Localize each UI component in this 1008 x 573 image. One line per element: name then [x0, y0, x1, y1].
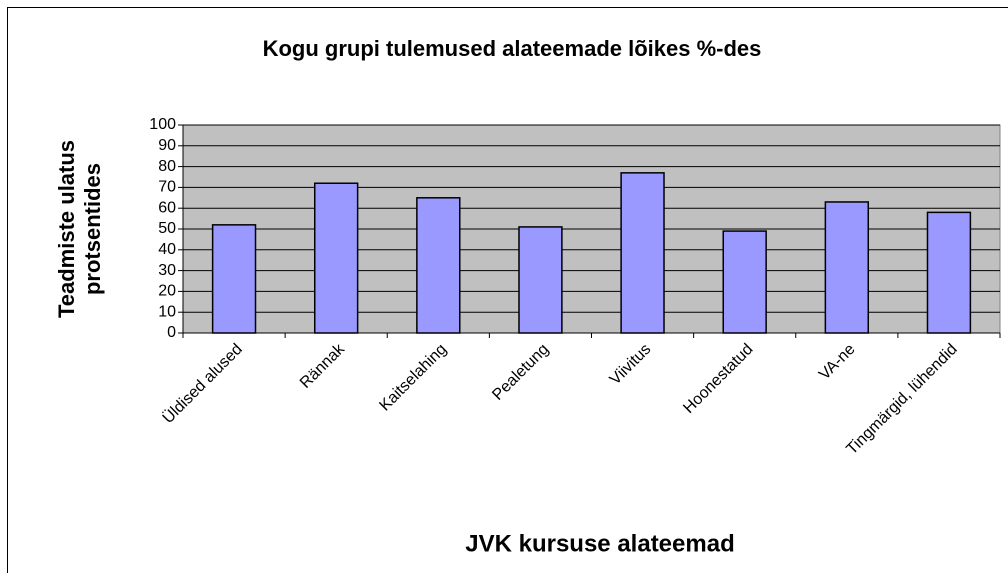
- y-tick-label: 50: [158, 220, 176, 237]
- y-tick-label: 20: [158, 283, 176, 300]
- bar: [211, 224, 257, 334]
- bar: [518, 226, 563, 334]
- x-axis-title: JVK kursuse alateemad: [465, 530, 734, 557]
- y-axis-title: Teadmiste ulatus: [54, 140, 79, 318]
- bar: [620, 172, 665, 334]
- y-tick-label: 100: [149, 116, 176, 133]
- bar: [926, 211, 972, 334]
- bar: [722, 230, 767, 334]
- bar: [416, 197, 461, 334]
- y-tick-label: 10: [158, 303, 176, 320]
- y-tick-label: 90: [158, 137, 176, 154]
- y-tick-label: 30: [158, 262, 176, 279]
- y-tick-label: 0: [167, 324, 176, 341]
- bar: [313, 182, 359, 334]
- y-axis-title: protsentides: [80, 163, 105, 295]
- bar: [824, 201, 870, 334]
- y-tick-label: 70: [158, 179, 176, 196]
- y-tick-label: 80: [158, 158, 176, 175]
- y-tick-label: 60: [158, 199, 176, 216]
- chart-title: Kogu grupi tulemused alateemade lõikes %…: [263, 36, 762, 61]
- y-tick-label: 40: [158, 241, 176, 258]
